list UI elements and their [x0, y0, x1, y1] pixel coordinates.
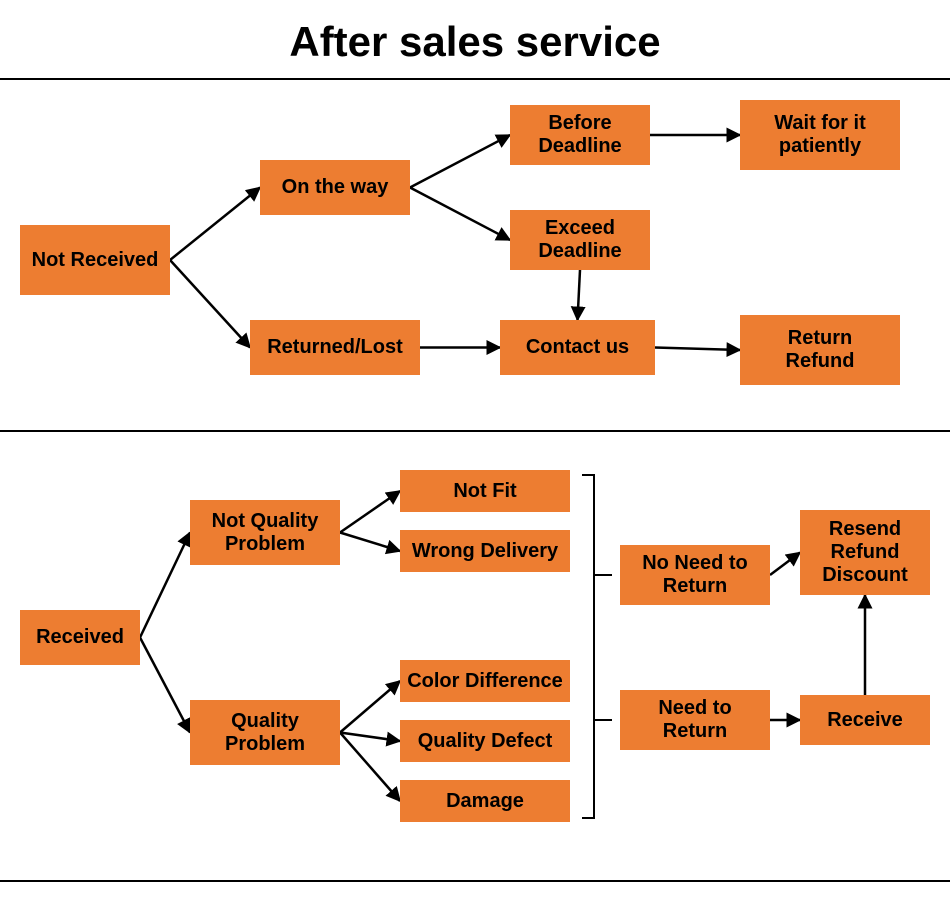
node-color_diff: Color Difference: [400, 660, 570, 702]
edge-not_received-to-on_the_way: [170, 188, 260, 261]
node-return_refund: ReturnRefund: [740, 315, 900, 385]
divider-1: [0, 430, 950, 432]
edge-not_received-to-returned_lost: [170, 260, 250, 348]
node-not_quality: Not QualityProblem: [190, 500, 340, 565]
node-before_deadline: BeforeDeadline: [510, 105, 650, 165]
node-no_need_return: No Need toReturn: [620, 545, 770, 605]
node-not_received: Not Received: [20, 225, 170, 295]
edge-not_quality-to-wrong_delivery: [340, 533, 400, 552]
node-contact_us: Contact us: [500, 320, 655, 375]
edge-received-to-quality: [140, 638, 190, 733]
node-on_the_way: On the way: [260, 160, 410, 215]
edge-not_quality-to-not_fit: [340, 491, 400, 533]
edge-on_the_way-to-before_deadline: [410, 135, 510, 188]
node-exceed_deadline: ExceedDeadline: [510, 210, 650, 270]
node-quality: QualityProblem: [190, 700, 340, 765]
node-receive: Receive: [800, 695, 930, 745]
node-wrong_delivery: Wrong Delivery: [400, 530, 570, 572]
node-need_return: Need toReturn: [620, 690, 770, 750]
edge-quality-to-color_diff: [340, 681, 400, 733]
node-returned_lost: Returned/Lost: [250, 320, 420, 375]
divider-2: [0, 880, 950, 882]
flowchart-stage: After sales service Not Received On the w…: [0, 0, 950, 901]
node-received: Received: [20, 610, 140, 665]
edge-exceed_deadline-to-contact_us: [578, 270, 581, 320]
edge-no_need_return-to-resend_refund: [770, 553, 800, 576]
edge-quality-to-quality_defect: [340, 733, 400, 742]
divider-0: [0, 78, 950, 80]
node-not_fit: Not Fit: [400, 470, 570, 512]
node-resend_refund: ResendRefundDiscount: [800, 510, 930, 595]
bracket-0: [582, 475, 594, 818]
node-damage: Damage: [400, 780, 570, 822]
page-title: After sales service: [0, 18, 950, 66]
edge-quality-to-damage: [340, 733, 400, 802]
node-quality_defect: Quality Defect: [400, 720, 570, 762]
edge-received-to-not_quality: [140, 533, 190, 638]
edge-contact_us-to-return_refund: [655, 348, 740, 351]
node-wait_patiently: Wait for itpatiently: [740, 100, 900, 170]
edge-on_the_way-to-exceed_deadline: [410, 188, 510, 241]
